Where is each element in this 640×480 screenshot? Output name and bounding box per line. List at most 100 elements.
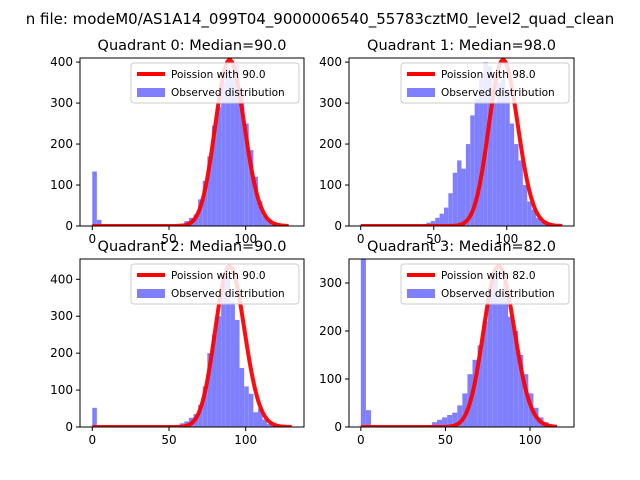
y-tick-label: 200: [319, 324, 342, 338]
legend-label-poisson: Poission with 82.0: [441, 270, 536, 282]
x-tick-label: 0: [88, 232, 96, 246]
histogram-bar: [257, 201, 263, 226]
legend-label-observed: Observed distribution: [441, 87, 555, 99]
histogram-bar: [234, 64, 240, 226]
histogram-bar: [96, 219, 102, 226]
histogram-bar: [257, 408, 263, 427]
histogram-bar: [221, 82, 226, 226]
y-tick-label: 400: [319, 55, 342, 69]
histogram-bar: [472, 359, 478, 427]
histogram-bar: [267, 424, 272, 427]
histogram-bar: [448, 193, 453, 226]
histogram-bar: [244, 123, 249, 226]
histogram-bar: [198, 404, 203, 427]
histogram-bar: [509, 123, 515, 226]
y-tick-label: 0: [334, 420, 342, 434]
poisson-curve: [360, 58, 563, 226]
histogram-bar: [502, 283, 509, 427]
histogram-bar: [230, 78, 235, 226]
x-tick-label: 100: [234, 232, 257, 246]
subplot-3: 0 50 100 0 100 200 300 Quadrant 3: Median=82.0 P…: [319, 239, 575, 447]
subplot-title: Quadrant 2: Median=90.0: [98, 239, 287, 255]
histogram-bar: [436, 419, 443, 427]
histogram-bar: [482, 321, 488, 427]
y-tick-label: 0: [334, 219, 342, 233]
histogram-bar: [225, 275, 231, 427]
axes-frame: [348, 57, 575, 227]
y-tick-label: 100: [319, 178, 342, 192]
histogram-bar: [244, 386, 249, 427]
plot-area: [91, 264, 293, 427]
histogram-bar: [465, 144, 471, 226]
y-tick-label: 200: [319, 137, 342, 151]
y-tick-label: 0: [65, 420, 73, 434]
histogram-bar: [442, 417, 448, 427]
x-tick-label: 100: [234, 433, 257, 447]
legend-label-observed: Observed distribution: [171, 288, 285, 300]
y-tick-label: 100: [50, 383, 73, 397]
axes-frame: [79, 57, 305, 227]
histogram-bar: [447, 415, 453, 427]
x-tick-label: 0: [357, 232, 365, 246]
subplot-title: Quadrant 0: Median=90.0: [98, 38, 287, 54]
y-tick-label: 300: [50, 309, 73, 323]
legend-box: [130, 62, 300, 104]
y-tick-label: 100: [319, 372, 342, 386]
y-tick-label: 300: [319, 96, 342, 110]
histogram-bar: [457, 160, 462, 226]
histogram-bar: [487, 66, 493, 226]
x-tick-label: 0: [357, 433, 365, 447]
histogram-bar: [518, 160, 523, 226]
subplot-2: 0 50 100 0 100 200 300 400 Quadrant 2: Median=90…: [50, 239, 305, 447]
histogram-bar: [225, 68, 231, 226]
histogram-bar: [479, 78, 484, 226]
legend-box: [400, 62, 570, 104]
legend-label-observed: Observed distribution: [441, 288, 555, 300]
histogram-bar: [461, 168, 466, 226]
histogram-bar: [452, 172, 458, 226]
histogram-bar: [470, 115, 475, 226]
poisson-curve: [91, 58, 290, 226]
histogram-bar: [430, 221, 436, 226]
y-tick-label: 200: [50, 137, 73, 151]
y-tick-label: 300: [50, 96, 73, 110]
legend-label-observed: Observed distribution: [171, 87, 285, 99]
y-tick-label: 300: [319, 276, 342, 290]
histogram-bar: [439, 213, 444, 226]
plot-area: [91, 58, 290, 226]
subplot-grid: 0 50 100 0 100 200 300 400 Quadrant 0: Median=90…: [50, 38, 575, 447]
subplot-title: Quadrant 1: Median=98.0: [367, 38, 556, 54]
histogram-bar: [207, 156, 212, 226]
legend-hist-swatch: [407, 289, 435, 298]
histogram-bar: [474, 98, 480, 226]
histogram-bar: [216, 316, 222, 427]
y-tick-label: 400: [50, 272, 73, 286]
figure-suptitle: n file: modeM0/AS1A14_099T04_9000006540_…: [26, 10, 615, 29]
histogram-bar: [202, 386, 208, 427]
histogram-bar: [360, 259, 366, 427]
histogram-bar: [514, 144, 519, 226]
histogram-bar: [230, 301, 235, 427]
histogram-bar: [452, 412, 458, 427]
histogram-bar: [505, 90, 510, 226]
legend-label-poisson: Poission with 90.0: [171, 69, 266, 81]
histogram-bar: [216, 107, 222, 226]
x-tick-label: 50: [161, 232, 176, 246]
histogram-bar: [522, 185, 528, 226]
histogram-bar: [253, 176, 258, 226]
x-tick-label: 100: [495, 232, 518, 246]
histogram-bar: [531, 209, 537, 226]
histogram-bar: [253, 412, 258, 427]
x-tick-label: 50: [426, 232, 441, 246]
histogram-bar: [492, 103, 497, 226]
histogram-bar: [487, 287, 493, 427]
x-tick-label: 100: [519, 433, 542, 447]
histogram-bar: [267, 221, 272, 226]
histogram-bar: [248, 393, 254, 427]
histogram-bar: [523, 374, 529, 427]
histogram-bar: [500, 78, 506, 226]
x-tick-label: 0: [88, 433, 96, 447]
histogram-bar: [239, 367, 245, 427]
legend-hist-swatch: [137, 88, 165, 97]
